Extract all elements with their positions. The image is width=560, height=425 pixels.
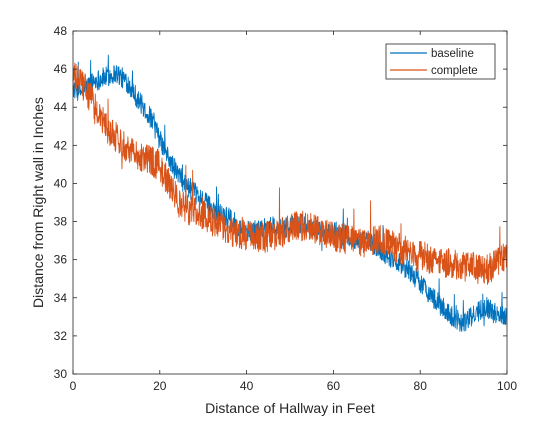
x-tick-label: 80	[414, 379, 428, 393]
y-tick-label: 42	[54, 138, 68, 152]
legend-box	[385, 43, 496, 80]
legend[interactable]: baseline complete	[385, 43, 496, 80]
y-tick-label: 46	[54, 62, 68, 76]
y-axis-label: Distance from Right wall in Inches	[30, 97, 46, 308]
x-axis-label: Distance of Hallway in Feet	[205, 400, 375, 416]
axes-box	[72, 30, 508, 375]
x-tick-label: 100	[497, 379, 517, 393]
y-tick-label: 32	[54, 329, 68, 343]
y-tick-label: 30	[54, 367, 68, 381]
x-axis-ticks: 0 20 40 60 80 100	[70, 31, 517, 393]
series-line-complete	[72, 62, 508, 285]
plot-area-background	[73, 31, 507, 374]
y-axis-ticks: 30 32 34 36 38 40 42 44 46 48	[54, 24, 507, 381]
y-tick-label: 48	[54, 24, 68, 38]
x-tick-label: 0	[70, 379, 77, 393]
x-tick-label: 20	[153, 379, 167, 393]
series-layer	[72, 54, 508, 332]
legend-label-baseline: baseline	[431, 48, 474, 60]
x-tick-label: 60	[327, 379, 341, 393]
legend-label-complete: complete	[431, 65, 478, 77]
y-tick-label: 44	[54, 100, 68, 114]
y-tick-label: 38	[54, 215, 68, 229]
y-tick-label: 34	[54, 291, 68, 305]
x-tick-label: 40	[240, 379, 254, 393]
y-tick-label: 36	[54, 253, 68, 267]
y-tick-label: 40	[54, 176, 68, 190]
